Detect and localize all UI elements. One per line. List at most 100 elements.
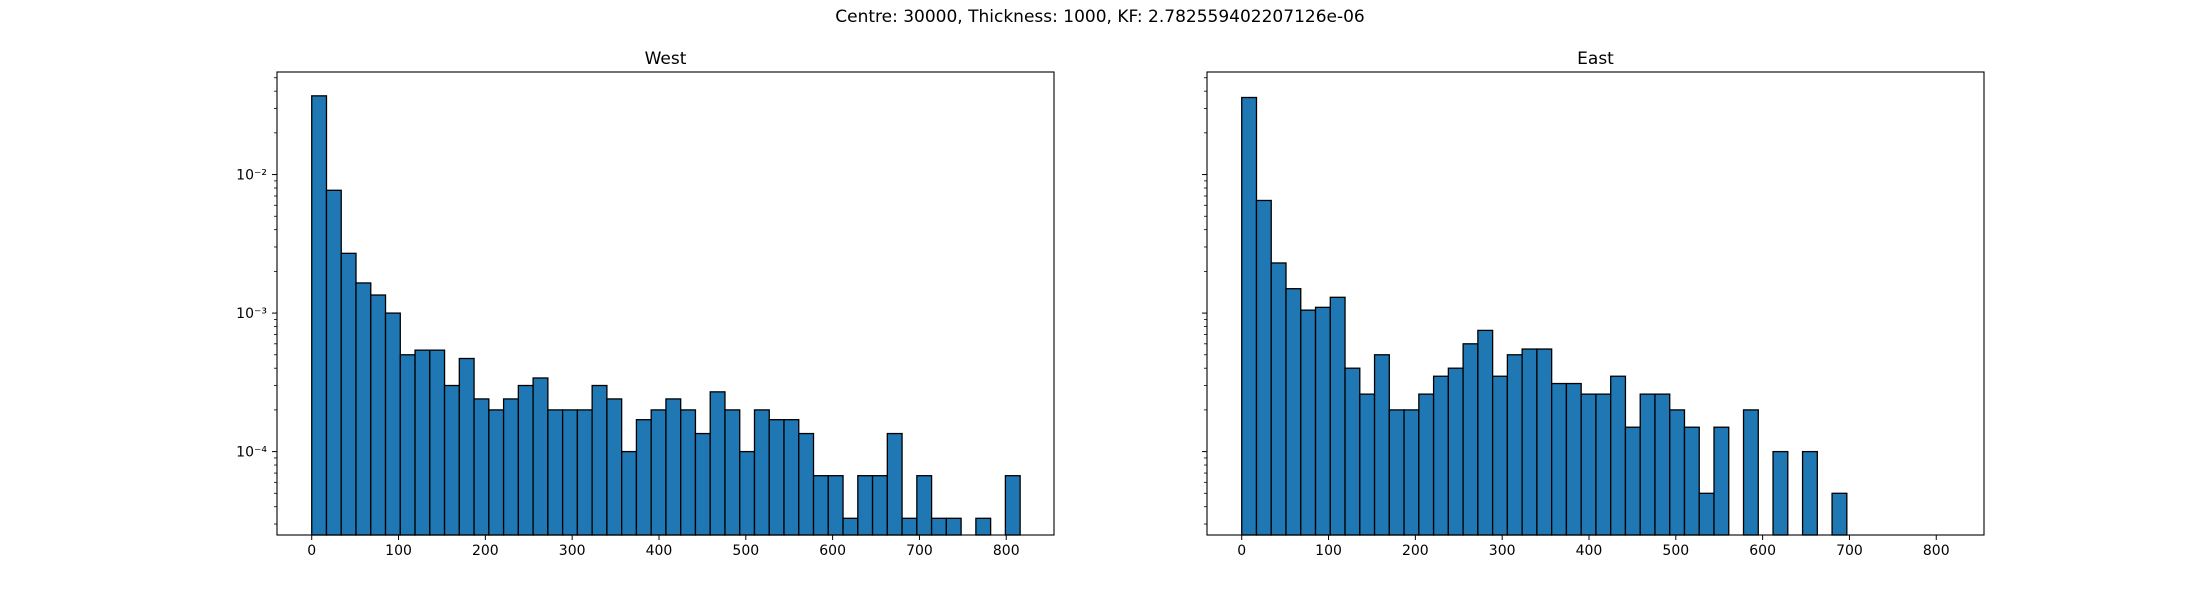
histogram-bar [1388,409,1405,536]
x-tick-label: 100 [1315,543,1342,559]
histogram-bar [1536,348,1553,536]
histogram-bar [768,419,785,536]
histogram-bar [871,475,888,536]
x-tick-label: 800 [1923,543,1950,559]
histogram-bar [739,450,756,536]
histogram-bar [429,349,446,536]
histogram-bar [1624,426,1641,536]
histogram-bar [1359,393,1376,536]
histogram-bar [1004,475,1021,536]
histogram-bar [488,409,505,536]
histogram-bar [502,398,519,536]
histogram-bar [650,409,667,536]
histogram-bar [945,517,962,536]
histogram-bar [1432,375,1449,536]
histogram-bar [517,384,534,536]
y-tick-label: 10⁻³ [236,306,267,322]
histogram-bar [561,409,579,536]
histogram-bar [724,409,741,536]
histogram-bar [1565,382,1582,536]
histogram-bar [635,419,652,536]
histogram-bar [1639,393,1656,536]
x-tick-label: 200 [472,543,499,559]
histogram-bar [606,398,623,536]
histogram-bar [975,517,992,536]
y-tick-label: 10⁻² [236,168,267,184]
histogram-bar [458,357,475,536]
x-tick-label: 100 [385,543,412,559]
x-tick-label: 0 [1237,543,1246,559]
histogram-bar [1373,354,1390,536]
histogram-bar [1329,296,1346,536]
histogram-bar [886,432,903,536]
histogram-bar [370,294,387,536]
histogram-bar [443,384,460,536]
panel-west: West 0 100 200 300 400 500 600 700 800 10⁻⁴ 10⁻³ 10⁻… [236,49,1055,559]
histogram-bar [694,432,711,536]
histogram-bar [1683,426,1700,536]
panel-title-east: East [1577,49,1614,69]
histogram-bar [1610,375,1627,536]
histogram-bar [576,409,593,536]
x-tick-label: 800 [993,543,1020,559]
histogram-bar [753,409,770,536]
histogram-bar [1742,409,1759,536]
x-tick-label: 300 [559,543,586,559]
x-tick-label: 600 [1749,543,1776,559]
histogram-bar [827,475,844,536]
histogram-bar [857,475,874,536]
histogram-bar [1713,426,1730,536]
histogram-bar [1447,367,1464,536]
histogram-bar [1551,382,1568,536]
histogram-bar [384,312,401,536]
histogram-bar [1491,375,1509,536]
axes-frame [276,71,1055,536]
histogram-bar [340,252,357,536]
histogram-bar [1521,348,1538,536]
histogram-bar [812,475,829,536]
histogram-bar [1300,309,1317,536]
histogram-bar [1654,393,1671,536]
x-tick-label: 300 [1489,543,1516,559]
histogram-bar [665,398,682,536]
histogram-bar [355,282,372,536]
histogram-bar [1270,262,1287,536]
histogram-bar [1255,199,1272,536]
x-tick-label: 200 [1402,543,1429,559]
x-tick-label: 500 [732,543,759,559]
axes-frame [1206,71,1985,536]
histogram-bar [414,349,431,536]
histogram-bar [1344,367,1361,536]
x-tick-label: 700 [1836,543,1863,559]
histogram-bar [1418,393,1435,536]
histogram-bar [1477,329,1494,536]
histogram-bar [1403,409,1420,536]
x-tick-label: 700 [906,543,933,559]
histogram-bar [916,475,933,536]
histogram-bar [901,517,918,536]
histogram-bar [547,409,564,536]
y-tick-label: 10⁻⁴ [236,445,267,461]
histogram-bar [1506,354,1523,536]
histogram-bar [1462,343,1479,536]
histogram-bar [783,419,800,536]
histogram-bar [591,384,608,536]
histogram-bar [621,450,638,536]
histogram-bar [1580,393,1597,536]
x-tick-label: 0 [307,543,316,559]
histogram-bar [1285,288,1302,536]
histogram-bar [399,354,416,536]
panel-east: East 0 100 200 300 400 500 600 700 800 [1202,49,1985,559]
x-tick-label: 400 [646,543,673,559]
histogram-bar [1801,450,1818,536]
figure-title: Centre: 30000, Thickness: 1000, KF: 2.78… [835,7,1365,27]
histogram-bar [473,398,490,536]
histogram-bar [1698,492,1715,536]
histogram-bar [1241,96,1258,536]
histogram-bar [1314,306,1331,536]
histogram-bar [842,517,859,536]
panel-title-west: West [645,49,687,69]
histogram-bar [532,377,549,536]
x-tick-label: 600 [819,543,846,559]
